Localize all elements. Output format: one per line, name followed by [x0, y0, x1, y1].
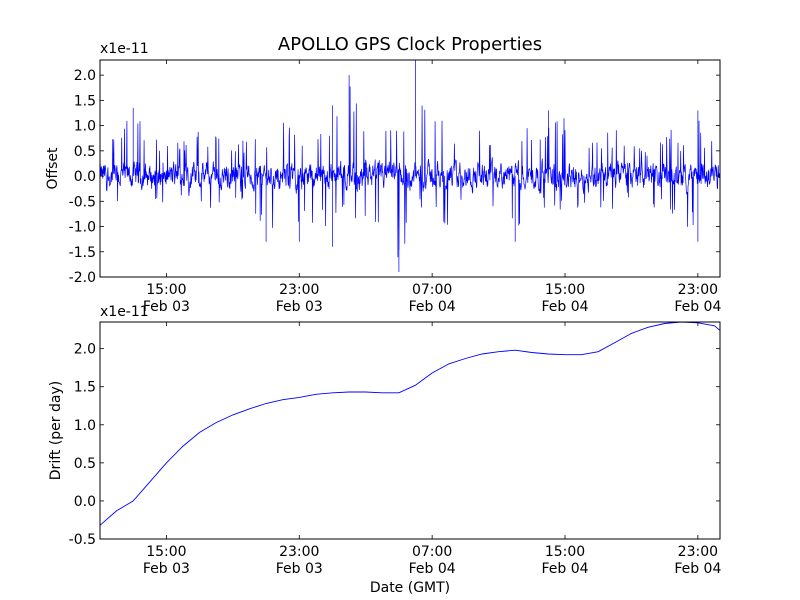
drift-x-tick-time: 15:00	[545, 544, 585, 560]
drift-y-tick-label: 0.0	[74, 494, 96, 510]
offset-x-tick-time: 23:00	[678, 282, 718, 298]
offset-x-tick-date: Feb 04	[541, 299, 588, 315]
drift-y-tick-label: 1.0	[74, 418, 96, 434]
drift-x-tick-time: 23:00	[678, 544, 718, 560]
drift-series-layer	[100, 322, 720, 526]
drift-y-tick-label: 1.5	[74, 380, 96, 396]
drift-x-tick-time: 23:00	[279, 544, 319, 560]
offset-y-tick-label: 0.0	[74, 169, 96, 185]
drift-y-axis-label: Drift (per day)	[48, 381, 64, 480]
x-axis-label: Date (GMT)	[370, 580, 450, 596]
drift-x-tick-date: Feb 04	[541, 561, 588, 577]
offset-axes: -2.0-1.5-1.0-0.50.00.51.01.52.0 15:00Feb…	[45, 41, 721, 315]
drift-series-line	[100, 322, 720, 526]
drift-y-tick-label: -0.5	[69, 532, 96, 548]
offset-x-tick-date: Feb 03	[276, 299, 323, 315]
offset-y-tick-label: 1.5	[74, 93, 96, 109]
offset-y-tick-label: -1.0	[69, 220, 96, 236]
drift-x-tick-date: Feb 04	[409, 561, 456, 577]
offset-y-axis-label: Offset	[45, 147, 61, 190]
drift-y-tick-label: 0.5	[74, 456, 96, 472]
offset-y-tick-label: 0.5	[74, 144, 96, 160]
offset-axes-frame	[99, 59, 721, 278]
offset-y-tick-label: -2.0	[69, 270, 96, 286]
offset-x-tick-date: Feb 04	[409, 299, 456, 315]
offset-y-tick-label: 2.0	[74, 68, 96, 84]
offset-x-tick-date: Feb 03	[143, 299, 190, 315]
offset-scale-label: x1e-11	[100, 41, 149, 57]
drift-x-tick-date: Feb 03	[143, 561, 190, 577]
offset-y-tick-label: -1.5	[69, 245, 96, 261]
offset-y-ticks: -2.0 -1.5 -1.0 -0.5 0.0 0.5 1.0 1.5 2.0	[69, 68, 720, 286]
offset-x-tick-time: 07:00	[412, 282, 452, 298]
drift-x-tick-time: 15:00	[146, 544, 186, 560]
drift-y-tick-label: 2.0	[74, 342, 96, 358]
offset-x-tick-time: 15:00	[545, 282, 585, 298]
drift-scale-label: x1e-11	[100, 304, 149, 320]
offset-x-tick-time: 15:00	[146, 282, 186, 298]
offset-series-line	[100, 60, 720, 272]
offset-y-tick-label: -0.5	[69, 194, 96, 210]
drift-x-tick-date: Feb 04	[674, 561, 721, 577]
offset-series-layer	[100, 60, 720, 272]
offset-x-tick-date: Feb 04	[674, 299, 721, 315]
drift-axes-frame	[99, 321, 721, 540]
drift-x-tick-time: 07:00	[412, 544, 452, 560]
figure-title: APOLLO GPS Clock Properties	[278, 34, 542, 55]
offset-x-tick-time: 23:00	[279, 282, 319, 298]
drift-y-ticks: -0.5 0.0 0.5 1.0 1.5 2.0	[69, 342, 720, 548]
drift-x-tick-date: Feb 03	[276, 561, 323, 577]
offset-y-tick-label: 1.0	[74, 119, 96, 135]
